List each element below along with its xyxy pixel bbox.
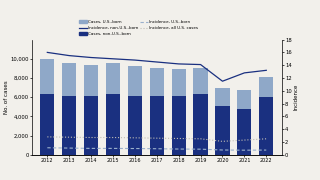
Incidence, U.S.-born (177, 148, 180, 150)
Bar (84, 96, 98, 155)
Incidence, U.S.-born (111, 147, 115, 149)
Bar (150, 68, 164, 96)
Bar (172, 96, 186, 155)
Bar (172, 69, 186, 96)
Incidence, all U.S. cases (133, 137, 137, 139)
Incidence, all U.S. cases (67, 136, 71, 138)
Legend: Cases, U.S.-born, Incidence, non-U.S.-born, Cases, non-U.S.-born, Incidence, U.S: Cases, U.S.-born, Incidence, non-U.S.-bo… (79, 20, 198, 36)
Line: Incidence, non-U.S.-born: Incidence, non-U.S.-born (47, 52, 266, 81)
Incidence, non-U.S.-born (177, 63, 180, 65)
Bar (194, 94, 208, 155)
Bar (106, 94, 120, 155)
Incidence, U.S.-born (89, 147, 93, 149)
Incidence, non-U.S.-born (199, 64, 203, 66)
Bar (84, 65, 98, 96)
Incidence, U.S.-born (243, 149, 246, 151)
Bar (128, 96, 142, 155)
Incidence, non-U.S.-born (67, 55, 71, 57)
Incidence, all U.S. cases (177, 137, 180, 140)
Bar (259, 76, 273, 97)
Incidence, U.S.-born (133, 147, 137, 150)
Incidence, all U.S. cases (111, 136, 115, 139)
Bar (237, 109, 252, 155)
Incidence, non-U.S.-born (111, 58, 115, 60)
Incidence, non-U.S.-born (220, 80, 224, 82)
Bar (106, 63, 120, 94)
Incidence, all U.S. cases (243, 139, 246, 141)
Incidence, non-U.S.-born (243, 72, 246, 74)
Incidence, all U.S. cases (89, 136, 93, 139)
Incidence, all U.S. cases (199, 138, 203, 140)
Bar (150, 96, 164, 155)
Bar (128, 66, 142, 96)
Incidence, non-U.S.-born (45, 51, 49, 53)
Bar (215, 106, 229, 155)
Bar (62, 63, 76, 96)
Incidence, U.S.-born (264, 149, 268, 151)
Y-axis label: Incidence: Incidence (293, 84, 298, 110)
Line: Incidence, U.S.-born: Incidence, U.S.-born (47, 148, 266, 150)
Bar (40, 94, 54, 155)
Bar (62, 96, 76, 155)
Bar (40, 59, 54, 94)
Bar (215, 88, 229, 106)
Incidence, non-U.S.-born (155, 61, 159, 63)
Bar (237, 89, 252, 109)
Bar (194, 68, 208, 94)
Incidence, non-U.S.-born (133, 59, 137, 61)
Incidence, all U.S. cases (45, 136, 49, 138)
Incidence, all U.S. cases (155, 137, 159, 139)
Incidence, U.S.-born (67, 147, 71, 149)
Incidence, U.S.-born (199, 148, 203, 150)
Incidence, U.S.-born (220, 149, 224, 151)
Bar (259, 97, 273, 155)
Incidence, non-U.S.-born (89, 57, 93, 59)
Incidence, all U.S. cases (220, 140, 224, 142)
Line: Incidence, all U.S. cases: Incidence, all U.S. cases (47, 137, 266, 141)
Incidence, U.S.-born (45, 147, 49, 149)
Y-axis label: No. of cases: No. of cases (4, 80, 9, 114)
Incidence, non-U.S.-born (264, 69, 268, 71)
Incidence, all U.S. cases (264, 138, 268, 140)
Incidence, U.S.-born (155, 148, 159, 150)
